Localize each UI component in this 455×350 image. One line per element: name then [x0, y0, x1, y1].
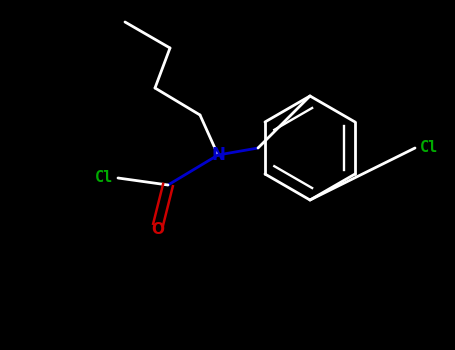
Text: Cl: Cl — [95, 170, 113, 186]
Text: N: N — [211, 146, 225, 164]
Text: Cl: Cl — [420, 140, 438, 155]
Text: O: O — [152, 223, 165, 238]
